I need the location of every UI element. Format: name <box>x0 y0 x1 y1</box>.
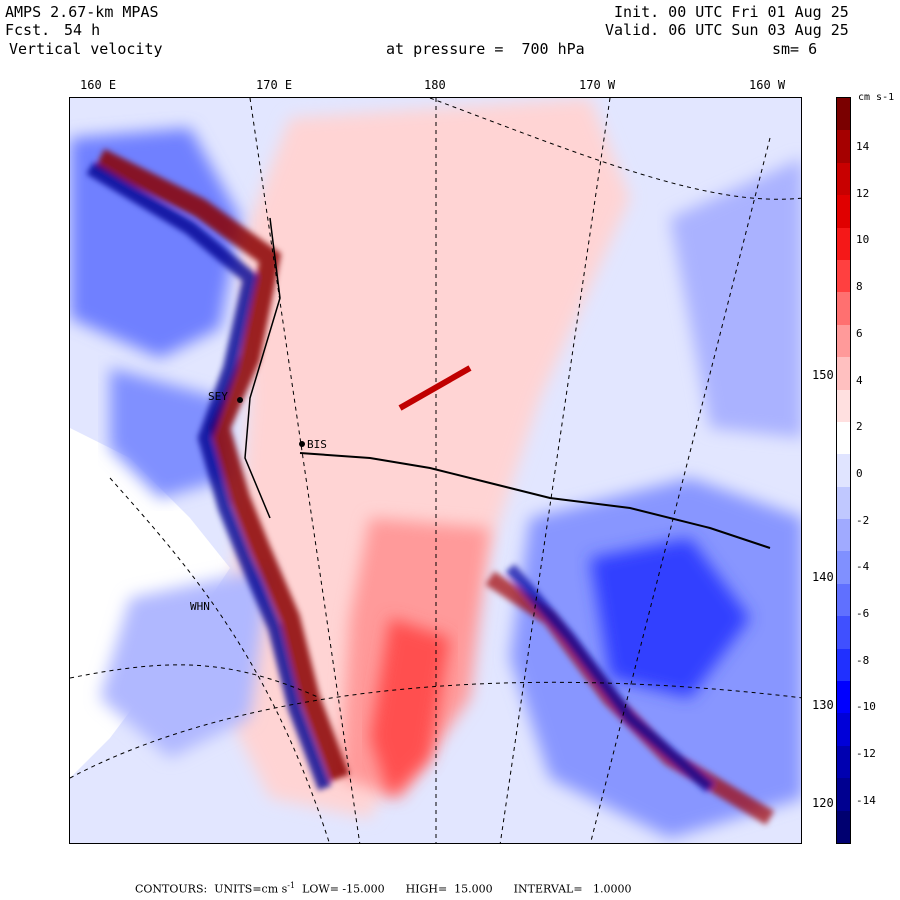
colorbar-segment <box>837 162 850 196</box>
colorbar-segment <box>837 713 850 747</box>
negative-velocity-ne <box>670 158 801 438</box>
colorbar-segment <box>837 389 850 423</box>
ice-shelf-front <box>299 452 771 549</box>
colorbar-segment <box>837 292 850 326</box>
colorbar-segment <box>837 357 850 391</box>
colorbar-segment <box>837 130 850 164</box>
colorbar-tick-label: -10 <box>856 700 876 714</box>
colorbar-tick-label: 6 <box>856 326 863 340</box>
graticule <box>70 98 801 843</box>
init-time: Init. 00 UTC Fri 01 Aug 25 <box>614 3 849 21</box>
colorbar-segment <box>837 227 850 261</box>
coastline <box>244 217 281 519</box>
colorbar-tick-label: 8 <box>856 280 863 294</box>
colorbar-segment <box>837 259 850 293</box>
map-canvas: BIS SEY WHN <box>70 98 801 843</box>
colorbar-tick-label: 14 <box>856 140 870 153</box>
colorbar-segment <box>837 98 850 131</box>
negative-velocity-west <box>110 368 230 498</box>
footer-contours: CONTOURS: UNITS=cm s-1 LOW= -15.000 HIGH… <box>135 881 632 896</box>
colorbar-tick-label: -12 <box>856 747 876 761</box>
colorbar-segment <box>837 810 850 844</box>
colorbar-segment <box>837 583 850 617</box>
lon-label-170w: 170 W <box>579 78 616 92</box>
transantarctic-mountain-band <box>86 149 775 825</box>
colorbar-tick-label: 4 <box>856 373 863 387</box>
colorbar-tick-label: -6 <box>856 607 870 620</box>
colorbar-segment <box>837 454 850 488</box>
colorbar-tick-label: -14 <box>856 793 876 807</box>
colorbar-segment <box>837 745 850 779</box>
colorbar-tick-label: 10 <box>856 233 870 247</box>
colorbar-tick-label: 2 <box>856 420 863 434</box>
colorbar-segment <box>837 519 850 552</box>
positive-velocity-region <box>220 98 630 818</box>
colorbar-tick-label: 12 <box>856 186 870 200</box>
colorbar-segment <box>837 486 850 520</box>
strong-negative-east <box>590 538 750 698</box>
colorbar <box>836 97 851 844</box>
station-bis-dot <box>299 441 305 447</box>
positive-streak <box>398 365 472 411</box>
station-sey-dot <box>237 397 243 403</box>
colorbar-segment <box>837 648 850 682</box>
strongest-positive-region <box>370 618 450 798</box>
colorbar-units: cm s-1 <box>858 92 895 103</box>
lon-label-160w: 160 W <box>749 78 786 92</box>
forecast-hour: 54 h <box>64 21 101 39</box>
pressure-level: at pressure = 700 hPa <box>386 40 585 58</box>
colorbar-tick-label: 0 <box>856 466 863 480</box>
lon-label-170e: 170 E <box>256 78 293 92</box>
lon-label-180: 180 <box>424 78 446 92</box>
colorbar-tick-label: -4 <box>856 560 870 574</box>
negative-velocity-sw <box>100 568 270 758</box>
lon-label-160e: 160 E <box>80 78 117 92</box>
valid-time: Valid. 06 UTC Sun 03 Aug 25 <box>605 21 849 39</box>
colorbar-segment <box>837 551 850 585</box>
colorbar-tick-label: -8 <box>856 653 870 667</box>
colorbar-segment <box>837 195 850 229</box>
vertical-velocity-map: BIS SEY WHN <box>69 97 802 844</box>
colorbar-segment <box>837 616 850 650</box>
model-title: AMPS 2.67-km MPAS <box>5 3 159 21</box>
colorbar-segment <box>837 778 850 812</box>
colorbar-segment <box>837 681 850 714</box>
colorbar-tick-label: -2 <box>856 513 870 527</box>
station-sey: SEY <box>208 390 228 403</box>
field-name: Vertical velocity <box>9 40 163 58</box>
station-whn: WHN <box>190 600 210 613</box>
station-bis: BIS <box>307 438 327 451</box>
forecast-label: Fcst. <box>5 21 51 39</box>
smoothing-value: sm= 6 <box>772 40 818 58</box>
colorbar-segment <box>837 421 850 455</box>
colorbar-segment <box>837 324 850 358</box>
